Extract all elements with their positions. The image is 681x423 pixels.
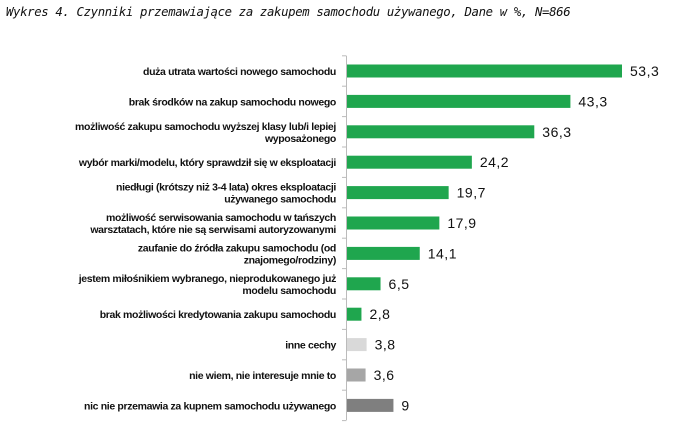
- data-label: 43,3: [578, 93, 607, 109]
- category-label: brak środków na zakup samochodu nowego: [129, 96, 336, 108]
- category-label: duża utrata wartości nowego samochodu: [143, 66, 336, 78]
- bar: [347, 64, 622, 78]
- data-label: 53,3: [630, 63, 659, 79]
- bar: [347, 94, 571, 108]
- bar: [347, 368, 366, 382]
- category-label: możliwość serwisowania samochodu w tańsz…: [106, 212, 336, 224]
- bar: [347, 186, 449, 200]
- data-label: 17,9: [447, 215, 476, 231]
- data-label: 6,5: [389, 276, 410, 292]
- bar: [347, 216, 440, 230]
- category-label: nie wiem, nie interesuje mnie to: [189, 370, 336, 382]
- category-label: brak możliwości kredytowania zakupu samo…: [100, 309, 336, 321]
- bars: 53,3 duża utrata wartości nowego samochod…: [75, 63, 659, 413]
- chart-title: Wykres 4. Czynniki przemawiające za zaku…: [6, 5, 571, 19]
- category-label: znajomego/rodziny): [244, 254, 336, 266]
- category-label: zaufanie do źródła zakupu samochodu (od: [138, 242, 336, 254]
- data-label: 9: [401, 397, 409, 413]
- axis-ticks: [342, 55, 347, 422]
- bar: [347, 307, 362, 321]
- data-label: 19,7: [457, 185, 486, 201]
- bar: [347, 338, 367, 352]
- bar: [347, 246, 420, 260]
- data-label: 3,8: [375, 337, 396, 353]
- category-label: modelu samochodu: [242, 285, 336, 297]
- bar: [347, 155, 472, 169]
- category-label: warsztatach, które nie są serwisami auto…: [89, 224, 336, 236]
- category-label: nic nie przemawia za kupnem samochodu uż…: [84, 400, 336, 412]
- category-label: wyposażonego: [264, 133, 336, 145]
- category-label: wybór marki/modelu, który sprawdził się …: [78, 157, 337, 169]
- category-label: niedługi (krótszy niż 3-4 lata) okres ek…: [116, 182, 336, 194]
- data-label: 24,2: [480, 154, 509, 170]
- data-label: 2,8: [369, 306, 390, 322]
- category-label: inne cechy: [285, 340, 336, 352]
- data-label: 36,3: [542, 124, 571, 140]
- data-label: 3,6: [374, 367, 395, 383]
- data-label: 14,1: [428, 245, 457, 261]
- bar: [347, 125, 535, 139]
- bar: [347, 398, 394, 412]
- category-label: możliwość zakupu samochodu wyższej klasy…: [75, 121, 336, 133]
- category-label: jestem miłośnikiem wybranego, nieproduko…: [78, 273, 336, 285]
- category-label: używanego samochodu: [224, 194, 336, 206]
- bar: [347, 277, 381, 291]
